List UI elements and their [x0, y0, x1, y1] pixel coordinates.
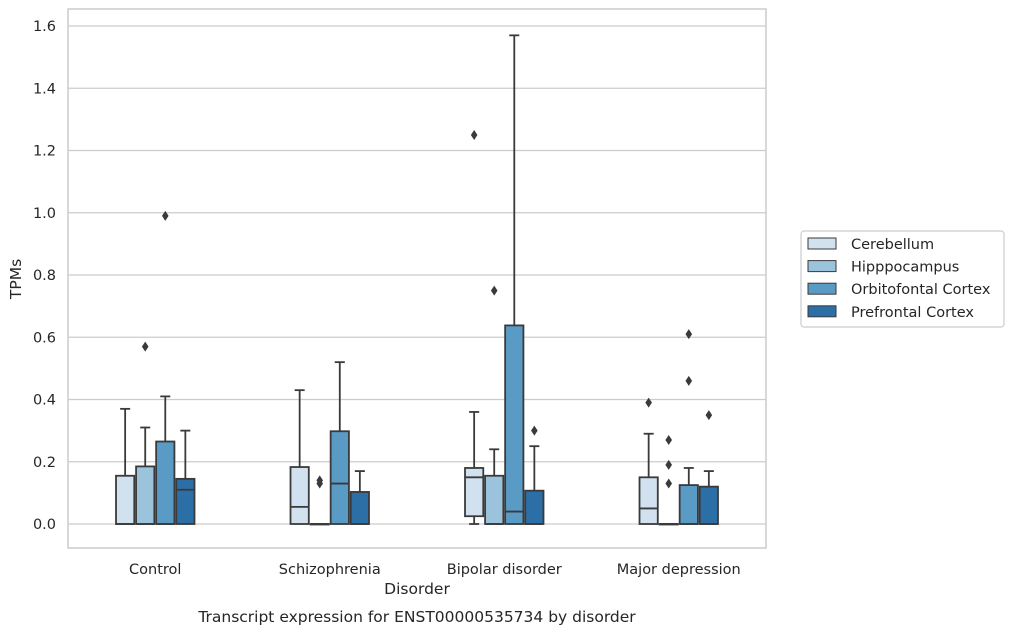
box-0-1	[289, 389, 310, 525]
x-tick-label: Schizophrenia	[279, 562, 381, 578]
box-2-1	[329, 361, 350, 525]
box-3-0	[175, 429, 196, 525]
box-body	[349, 491, 370, 525]
legend-label: Hipppocampus	[851, 260, 959, 276]
y-tick-label: 1.6	[33, 19, 56, 35]
box-body	[115, 474, 136, 525]
legend-label: Prefrontal Cortex	[851, 305, 974, 321]
box-body	[524, 489, 545, 525]
box-3-3	[698, 410, 719, 525]
box-2-3	[678, 329, 699, 525]
y-axis-label: TPMs	[7, 259, 25, 300]
outlier-marker	[685, 375, 693, 386]
box-0-2	[464, 129, 485, 525]
chart-caption: Transcript expression for ENST0000053573…	[197, 608, 636, 626]
legend-box	[800, 230, 1005, 328]
y-tick-label: 1.0	[33, 206, 56, 222]
legend-swatch	[807, 260, 837, 273]
box-body	[135, 465, 156, 525]
box-2-2	[504, 34, 525, 525]
outlier-marker	[316, 475, 324, 486]
plot-frame	[67, 8, 767, 549]
outlier-marker	[705, 410, 713, 421]
box-0-0	[115, 407, 136, 525]
legend: Cerebellum Hipppocampus Orbitofontal Corte…	[800, 230, 1005, 328]
box-3-2	[524, 425, 545, 525]
box-body	[678, 484, 699, 525]
outlier-marker	[490, 285, 498, 296]
box-3-1	[349, 470, 370, 525]
box-body	[155, 440, 176, 525]
box-body	[289, 466, 310, 525]
outlier-marker	[531, 425, 538, 436]
box-body	[504, 324, 525, 525]
outlier-marker	[161, 210, 169, 221]
outlier-marker	[645, 397, 652, 408]
x-axis-label: Disorder	[384, 580, 450, 598]
box-0-3	[638, 397, 659, 525]
legend-label: Cerebellum	[851, 237, 934, 253]
box-1-2	[484, 285, 505, 525]
outlier-marker	[665, 478, 673, 489]
y-tick-label: 0.8	[33, 268, 56, 284]
box-body	[464, 467, 485, 518]
x-tick-label: Control	[129, 562, 181, 578]
box-body	[175, 477, 196, 525]
y-tick-label: 1.2	[33, 144, 56, 160]
y-tick-label: 1.4	[33, 81, 56, 97]
outlier-marker	[665, 434, 673, 445]
y-tick-label: 0.0	[33, 517, 56, 533]
box-body	[329, 430, 350, 525]
box-1-3	[658, 434, 679, 526]
x-tick-label: Bipolar disorder	[447, 562, 562, 578]
outlier-marker	[470, 129, 478, 140]
x-tick-label: Major depression	[617, 562, 741, 578]
y-tick-label: 0.6	[33, 330, 56, 346]
legend-swatch	[807, 305, 837, 318]
box-body	[698, 485, 719, 525]
legend-label: Orbitofontal Cortex	[851, 282, 991, 298]
box-2-0	[155, 210, 176, 525]
y-tick-label: 0.2	[33, 455, 56, 471]
outlier-marker	[665, 459, 673, 470]
outlier-marker	[141, 341, 149, 352]
outlier-marker	[685, 329, 693, 340]
box-elements	[115, 34, 719, 526]
x-tick-labels: Control Schizophrenia Bipolar disorder Majo…	[129, 562, 741, 578]
y-tick-label: 0.4	[33, 393, 56, 409]
legend-swatch	[807, 282, 837, 295]
y-tick-labels: 0.0 0.2 0.4 0.6 0.8 1.0 1.2 1.4 1.6	[33, 19, 56, 533]
legend-swatch	[807, 237, 837, 250]
box-1-1	[309, 475, 330, 526]
box-body	[484, 474, 505, 525]
box-body	[638, 476, 659, 525]
box-1-0	[135, 341, 156, 525]
